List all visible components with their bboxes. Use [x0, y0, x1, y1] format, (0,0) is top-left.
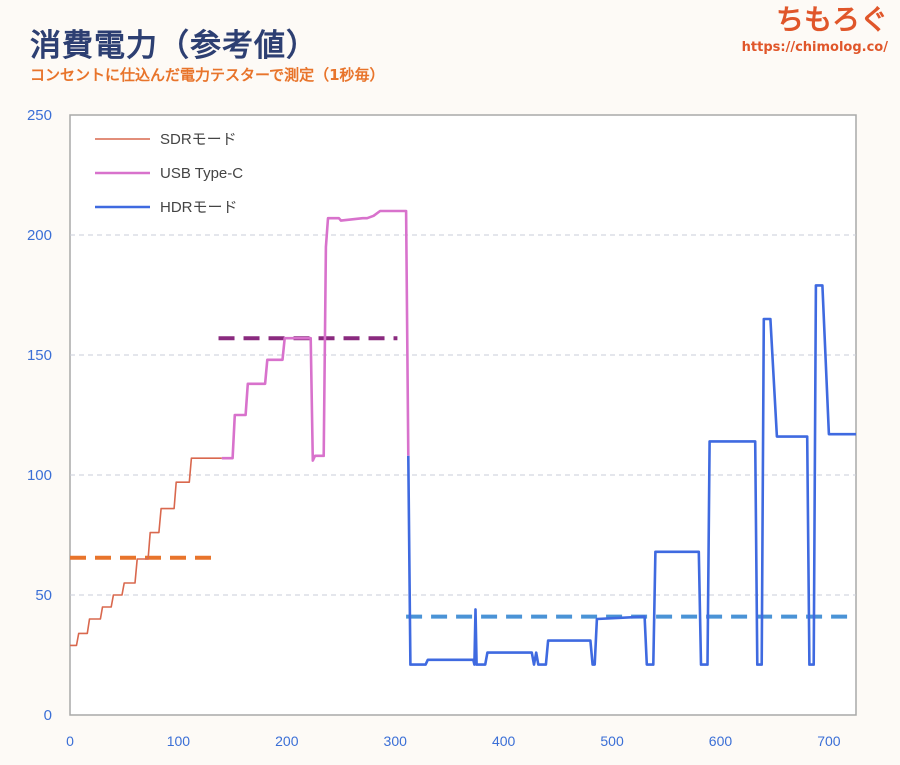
series-line-1	[221, 209, 410, 462]
y-tick-label: 0	[44, 707, 52, 724]
y-tick-label: 200	[27, 227, 52, 244]
series-lines	[70, 209, 856, 666]
x-tick-label: 500	[600, 733, 624, 749]
x-tick-label: 700	[817, 733, 841, 749]
x-tick-label: 100	[167, 733, 191, 749]
brand: ちもろぐ https://chimolog.co/	[742, 2, 888, 55]
x-tick-label: 0	[66, 733, 74, 749]
x-tick-label: 300	[384, 733, 408, 749]
x-tick-label: 600	[709, 733, 733, 749]
x-tick-label: 400	[492, 733, 516, 749]
brand-logo: ちもろぐ	[775, 3, 888, 36]
y-tick-label: 250	[27, 107, 52, 124]
legend-label: HDRモード	[160, 199, 238, 216]
page-subtitle: コンセントに仕込んだ電力テスターで測定（1秒毎）	[30, 66, 385, 84]
series-line-0	[70, 457, 222, 647]
page-title: 消費電力（参考値）	[30, 28, 318, 64]
x-tick-label: 200	[275, 733, 299, 749]
y-tick-label: 150	[27, 347, 52, 364]
y-axis-ticks: 0 50 100 150 200 250	[27, 107, 52, 724]
y-tick-label: 50	[35, 587, 52, 604]
brand-url: https://chimolog.co/	[741, 40, 888, 55]
y-tick-label: 100	[27, 467, 52, 484]
grid-lines	[70, 234, 856, 596]
legend-label: SDRモード	[160, 131, 237, 148]
series-line-2	[407, 284, 856, 666]
legend-label: USB Type-C	[160, 165, 243, 182]
x-axis-ticks: 0 100 200 300 400 500 600 700	[66, 733, 841, 749]
legend: SDRモード USB Type-C HDRモード	[95, 131, 243, 216]
